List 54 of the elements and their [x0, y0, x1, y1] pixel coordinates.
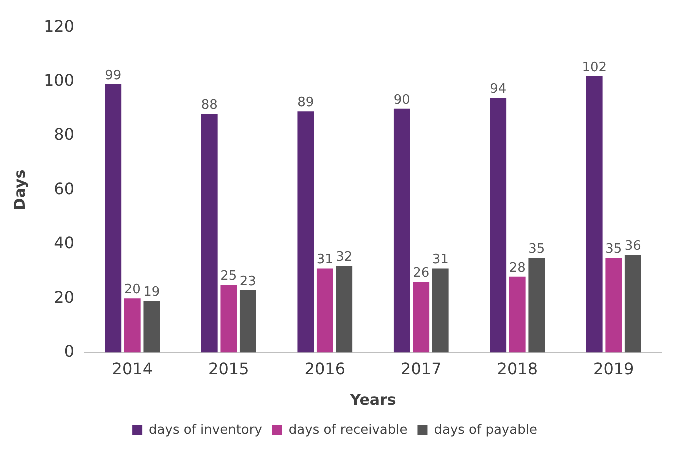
legend-label: days of inventory [149, 422, 263, 438]
bar [105, 84, 122, 353]
bar [394, 108, 410, 353]
data-label: 99 [105, 68, 122, 84]
data-label: 90 [394, 92, 410, 108]
bar [298, 112, 314, 353]
bar [240, 290, 256, 353]
legend-label: days of payable [434, 422, 538, 438]
y-tick-label: 60 [54, 179, 75, 198]
data-label: 89 [298, 95, 314, 110]
data-label: 26 [413, 266, 430, 282]
data-label: 88 [201, 98, 218, 114]
bar [586, 76, 603, 353]
data-label: 19 [144, 285, 160, 300]
bar [432, 268, 449, 353]
x-axis-title: Years [349, 390, 396, 409]
y-tick-label: 120 [44, 16, 75, 36]
x-tick-label: 2017 [401, 360, 442, 379]
x-tick-label: 2018 [497, 360, 538, 379]
data-label: 32 [336, 250, 353, 265]
y-tick-label: 100 [44, 70, 75, 90]
data-label: 20 [124, 282, 141, 298]
y-tick-label: 20 [54, 288, 75, 307]
bar [201, 114, 218, 353]
bar [413, 282, 430, 353]
data-label: 23 [240, 274, 256, 290]
data-label: 28 [509, 260, 526, 276]
legend-label: days of receivable [288, 422, 408, 438]
x-tick-label: 2019 [594, 360, 634, 379]
data-label: 102 [582, 60, 608, 76]
bar [528, 258, 546, 353]
data-label: 36 [624, 239, 642, 254]
data-label: 94 [490, 82, 507, 97]
y-tick-label: 40 [54, 234, 75, 253]
data-label: 31 [432, 252, 449, 268]
bar [124, 298, 141, 353]
bar [336, 266, 353, 353]
bar [509, 276, 526, 353]
data-label: 25 [220, 268, 238, 284]
x-tick-label: 2015 [208, 360, 250, 379]
y-tick-label: 0 [64, 342, 75, 361]
data-label: 31 [316, 252, 334, 268]
data-label: 35 [528, 242, 546, 257]
bar [490, 98, 507, 353]
y-axis-title: Days [10, 170, 29, 211]
y-tick-label: 80 [54, 125, 75, 144]
bar [624, 255, 642, 353]
data-label: 35 [606, 242, 622, 257]
bar [606, 258, 622, 353]
bar [316, 268, 334, 353]
bar [220, 285, 238, 353]
x-tick-label: 2016 [304, 360, 346, 379]
x-tick-label: 2014 [112, 360, 154, 379]
bar [144, 301, 160, 353]
